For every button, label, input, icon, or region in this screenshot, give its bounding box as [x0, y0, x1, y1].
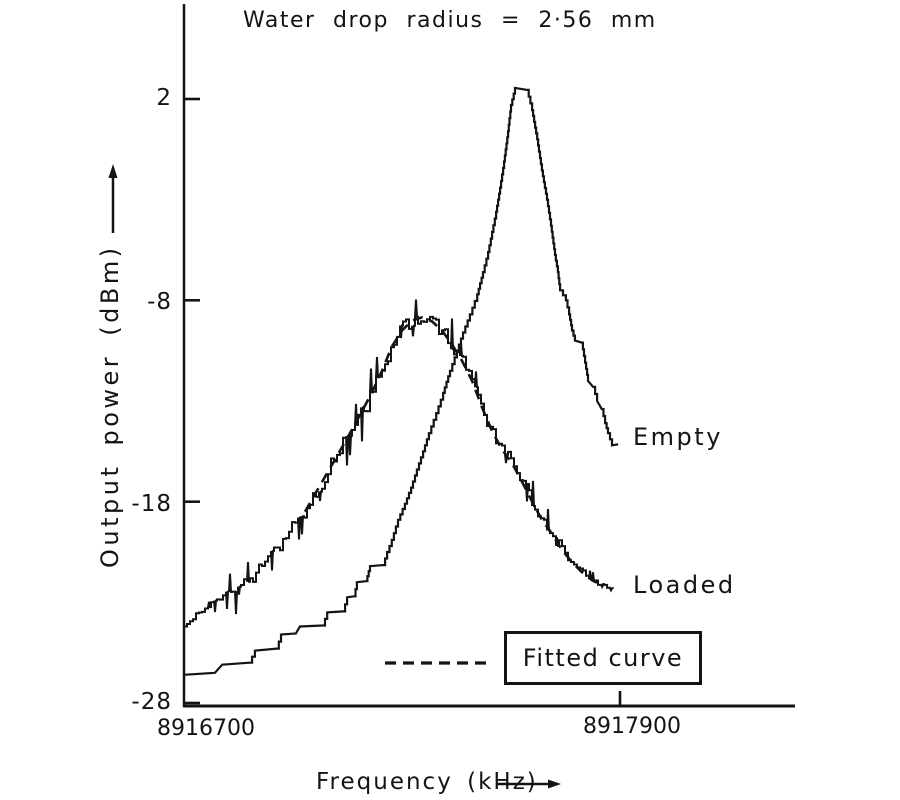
curves [183, 86, 619, 676]
x-axis-title: Frequency (kHz) [316, 769, 538, 795]
x-tick-label-8917900: 8917900 [583, 714, 681, 739]
x-tick-label-8916700: 8916700 [157, 716, 255, 741]
y-tick-label-neg18: -18 [131, 491, 172, 517]
loaded-curve-label: Loaded [633, 571, 736, 599]
legend-box: Fitted curve [504, 631, 702, 685]
x-axis-arrow-icon [497, 779, 561, 789]
legend-label: Fitted curve [522, 644, 684, 672]
axis-ticks [184, 97, 622, 707]
y-tick-label-neg8: -8 [147, 289, 172, 315]
y-tick-label-neg28: -28 [131, 689, 172, 715]
y-axis-arrow-icon [108, 164, 118, 233]
axes [182, 4, 795, 708]
empty-curve-label: Empty [633, 423, 723, 451]
empty-curve [183, 86, 619, 676]
loaded-curve [184, 299, 614, 628]
fitted-curve [303, 316, 605, 588]
chart-title: Water drop radius = 2·56 mm [243, 8, 657, 33]
y-tick-label-2: 2 [156, 85, 172, 111]
